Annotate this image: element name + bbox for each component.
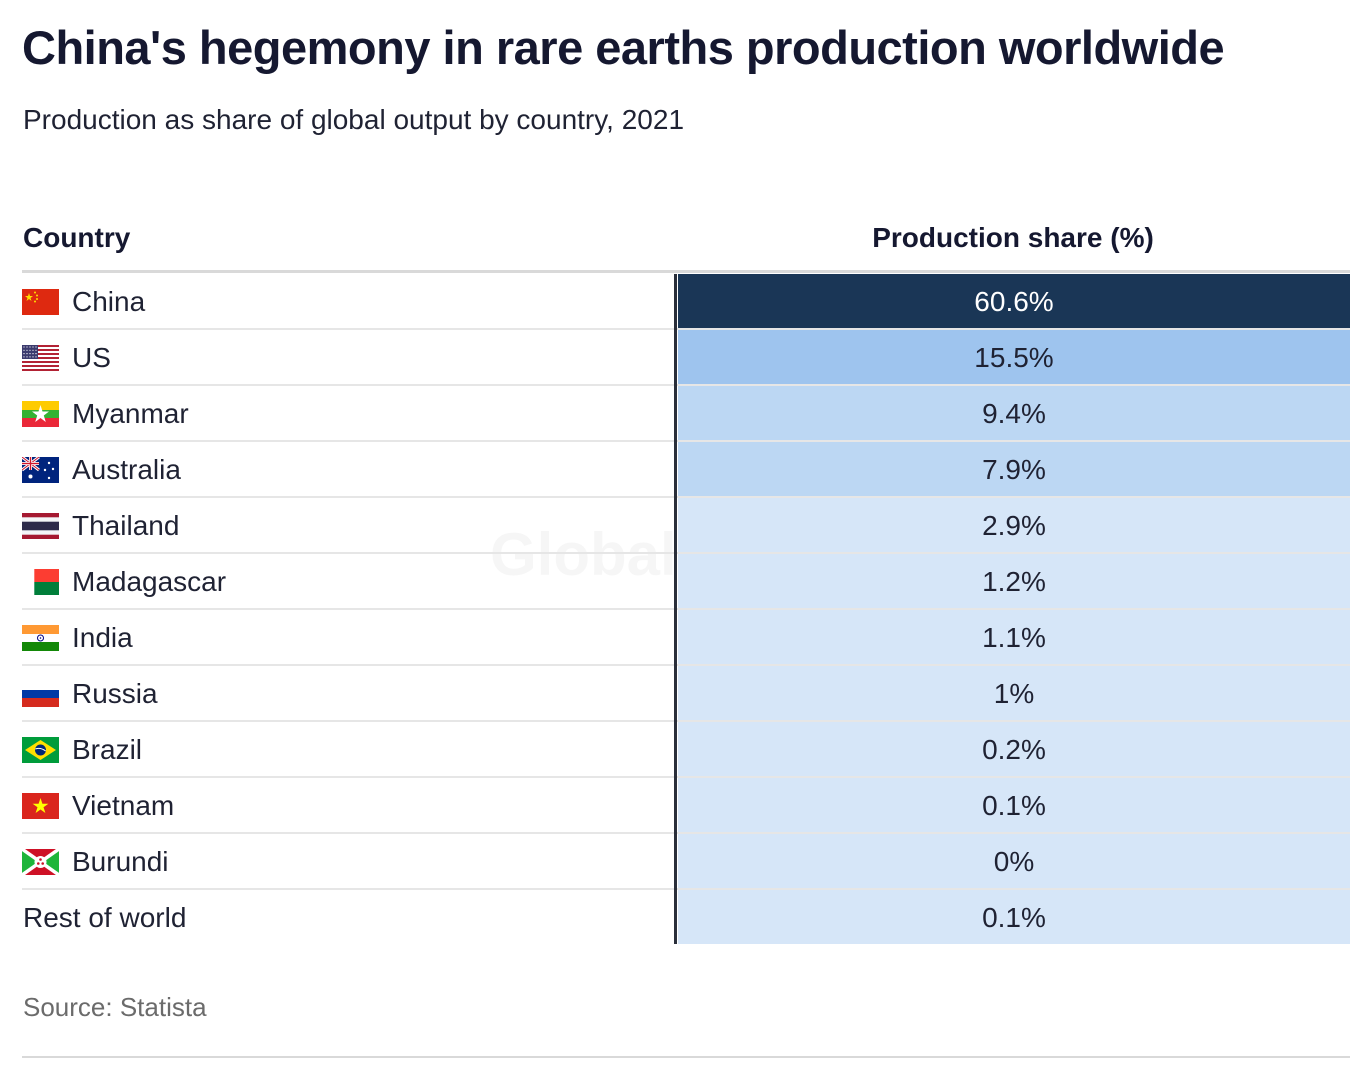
source-note: Source: Statista [23,992,207,1022]
share-cell: 0.1% [678,890,1350,944]
table-row: Burundi 0% [22,834,1350,890]
share-cell: 1.2% [678,554,1350,608]
row-divider [22,664,1350,666]
country-name: Vietnam [72,790,175,821]
share-cell: 15.5% [678,330,1350,384]
row-divider [22,384,1350,386]
share-cell: 2.9% [678,498,1350,552]
chart-subtitle: Production as share of global output by … [23,104,685,135]
country-name: Thailand [72,510,180,541]
column-header-production-share: Production share (%) [872,222,1154,253]
vietnam-flag-icon [22,793,59,819]
madagascar-flag-icon [22,569,59,595]
russia-flag-icon [22,681,59,707]
country-name: Rest of world [23,902,187,933]
chart-title: China's hegemony in rare earths producti… [22,21,1225,74]
country-name: Myanmar [72,398,189,429]
footer-divider [22,1056,1350,1058]
share-cell: 9.4% [678,386,1350,440]
row-divider [22,888,1350,890]
row-divider [22,832,1350,834]
country-name: Brazil [72,734,143,765]
us-flag-icon [22,345,59,371]
table-row: US 15.5% [22,330,1350,386]
table-row: India 1.1% [22,610,1350,666]
share-cell: 0% [678,834,1350,888]
share-cell: 7.9% [678,442,1350,496]
share-cell: 60.6% [678,274,1350,328]
country-name: US [72,342,111,373]
brazil-flag-icon [22,737,59,763]
table-body: China 60.6% US 15.5% Myanmar 9.4% Australia 7.9… [22,274,1350,946]
row-divider [22,720,1350,722]
table-row: Australia 7.9% [22,442,1350,498]
table-row: China 60.6% [22,274,1350,330]
row-divider [22,776,1350,778]
table-row: Vietnam 0.1% [22,778,1350,834]
column-header-country: Country [23,222,131,253]
australia-flag-icon [22,457,59,483]
country-name: Madagascar [72,566,227,597]
row-divider [22,552,1350,554]
country-name: Australia [72,454,181,485]
share-cell: 0.2% [678,722,1350,776]
row-divider [22,440,1350,442]
thailand-flag-icon [22,513,59,539]
share-cell: 1.1% [678,610,1350,664]
india-flag-icon [22,625,59,651]
table-row: Thailand 2.9% [22,498,1350,554]
country-name: India [72,622,133,653]
header-divider [22,270,1350,273]
table-row: Russia 1% [22,666,1350,722]
column-divider [674,274,677,944]
table-row: Madagascar 1.2% [22,554,1350,610]
row-divider [22,496,1350,498]
burundi-flag-icon [22,849,59,875]
row-divider [22,608,1350,610]
share-cell: 1% [678,666,1350,720]
country-name: China [72,286,146,317]
china-flag-icon [22,289,59,315]
share-cell: 0.1% [678,778,1350,832]
country-name: Russia [72,678,158,709]
country-name: Burundi [72,846,169,877]
table-row: Rest of world 0.1% [22,890,1350,946]
table-row: Brazil 0.2% [22,722,1350,778]
myanmar-flag-icon [22,401,59,427]
row-divider [22,328,1350,330]
table-row: Myanmar 9.4% [22,386,1350,442]
